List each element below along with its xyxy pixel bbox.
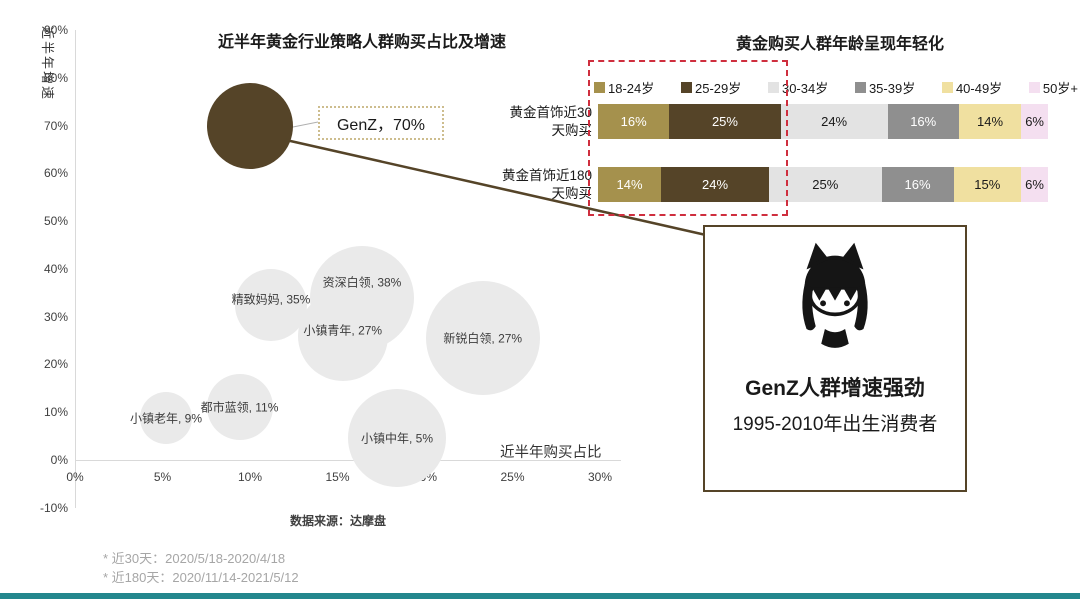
bar-segment-25-29岁: 24%: [661, 167, 769, 202]
genz-callout-card: GenZ人群增速强劲 1995-2010年出生消费者: [703, 225, 967, 492]
bubble-label: 小镇青年, 27%: [303, 323, 383, 338]
data-source-note: 数据来源：达摩盘: [289, 514, 386, 528]
legend-item-35-39岁: 35-39岁: [854, 78, 916, 97]
y-axis-line: [75, 30, 76, 508]
x-axis-tick: 25%: [500, 470, 525, 484]
legend-swatch: [767, 82, 779, 93]
genz-bubble-label-box: GenZ，70%: [318, 106, 444, 140]
bubble-label: 小镇老年, 9%: [129, 411, 203, 426]
bar-segment-18-24岁: 16%: [598, 104, 670, 139]
bar-row-label: 黄金首饰近180天购买: [501, 168, 592, 201]
legend-item-18-24岁: 18-24岁: [594, 78, 654, 97]
x-axis-title: 近半年购买占比: [500, 445, 602, 461]
y-axis-tick: 0%: [50, 453, 68, 467]
y-axis-tick: 70%: [43, 118, 68, 133]
x-axis-tick: 10%: [237, 470, 263, 484]
genz-avatar-icon: [789, 240, 881, 358]
y-axis-tick: 50%: [43, 214, 68, 229]
legend-label: 30-34岁: [781, 81, 829, 96]
legend-swatch: [854, 82, 866, 93]
bar-segment-40-49岁: 14%: [958, 104, 1022, 139]
bar-row-label: 黄金首饰近30天购买: [509, 105, 592, 138]
y-axis-tick: 20%: [43, 357, 68, 372]
bar-segment-40-49岁: 15%: [953, 167, 1021, 202]
legend-item-40-49岁: 40-49岁: [941, 78, 1003, 97]
bar-row: 16% 25% 24% 16% 14% 6%: [598, 104, 1048, 139]
y-axis-tick: 10%: [43, 405, 68, 420]
age-chart-title: 黄金购买人群年龄呈现年轻化: [735, 36, 944, 53]
bar-row: 14% 24% 25% 16% 15% 6%: [598, 167, 1048, 202]
age-chart-legend: 18-24岁 25-29岁 30-34岁 35-39岁 40-49岁 50岁+: [594, 78, 1078, 97]
legend-swatch: [594, 82, 605, 93]
bar-segment-30-34岁: 24%: [780, 104, 888, 139]
chart-bubble-xinrui: [425, 281, 540, 396]
genz-callout-title: GenZ人群增速强劲: [745, 377, 925, 400]
bar-segment-50岁+: 6%: [1021, 167, 1048, 202]
bar-segment-50岁+: 6%: [1021, 104, 1048, 139]
bar-segment-35-39岁: 16%: [887, 104, 959, 139]
legend-label: 40-49岁: [955, 81, 1003, 96]
bar-segment-18-24岁: 14%: [598, 167, 661, 202]
bar-segment-35-39岁: 16%: [881, 167, 954, 202]
legend-label: 25-29岁: [694, 81, 742, 96]
legend-swatch: [1028, 82, 1040, 93]
chart-bubble-xzqingnian: [297, 290, 388, 381]
bubble-label: 小镇中年, 5%: [360, 431, 434, 446]
chart-bubble-jingzhi: [235, 268, 307, 341]
legend-label: 35-39岁: [868, 81, 916, 96]
legend-item-50岁+: 50岁+: [1028, 78, 1078, 97]
footnote-30d: * 近30天：2020/5/18-2020/4/18: [103, 551, 286, 566]
bubble-label: 精致妈妈, 35%: [231, 292, 311, 307]
legend-item-25-29岁: 25-29岁: [680, 78, 742, 97]
bubble-label: 资深白领, 38%: [322, 275, 402, 290]
chart-bubble-dushi: [206, 374, 273, 441]
y-axis-tick: 60%: [43, 166, 68, 181]
y-axis-tick: -10%: [39, 500, 68, 515]
bubble-label: 都市蓝领, 11%: [200, 400, 279, 415]
bubble-label: 新锐白领, 27%: [443, 331, 523, 346]
legend-label: 18-24岁: [608, 81, 655, 96]
genz-callout-subtitle: 1995-2010年出生消费者: [732, 414, 938, 435]
bubble-chart-title: 近半年黄金行业策略人群购买占比及增速: [217, 34, 506, 51]
y-axis-tick: 30%: [43, 309, 68, 324]
bar-segment-25-29岁: 25%: [669, 104, 781, 139]
legend-swatch: [680, 82, 692, 93]
chart-bubble-xzlaonian: [140, 391, 192, 444]
legend-item-30-34岁: 30-34岁: [767, 78, 829, 97]
x-axis-line: [75, 460, 621, 461]
y-axis-tick: 90%: [43, 23, 68, 37]
x-axis-tick: 30%: [587, 470, 613, 484]
legend-label: 50岁+: [1042, 81, 1078, 96]
chart-bubble-xzzhongnian: [348, 389, 446, 488]
x-axis-tick: 5%: [153, 470, 172, 484]
legend-swatch: [941, 82, 953, 93]
y-axis-tick: 80%: [43, 70, 68, 85]
footnote-180d: * 近180天：2020/11/14-2021/5/12: [103, 570, 299, 585]
bar-segment-30-34岁: 25%: [769, 167, 882, 202]
chart-bubble-GenZ: [207, 82, 293, 169]
x-axis-tick: 0%: [66, 470, 84, 484]
bottom-accent-bar: [0, 593, 1080, 599]
y-axis-tick: 40%: [43, 261, 68, 276]
x-axis-tick: 15%: [325, 470, 350, 484]
